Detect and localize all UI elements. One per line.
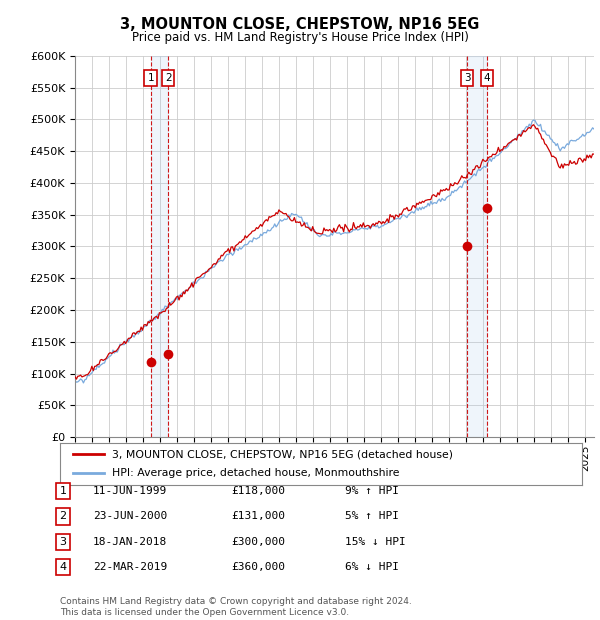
Text: 18-JAN-2018: 18-JAN-2018 (93, 537, 167, 547)
Text: 22-MAR-2019: 22-MAR-2019 (93, 562, 167, 572)
Text: HPI: Average price, detached house, Monmouthshire: HPI: Average price, detached house, Monm… (112, 469, 400, 479)
Text: 2: 2 (59, 512, 67, 521)
Text: 6% ↓ HPI: 6% ↓ HPI (345, 562, 399, 572)
Text: £131,000: £131,000 (231, 512, 285, 521)
Text: 5% ↑ HPI: 5% ↑ HPI (345, 512, 399, 521)
Text: 23-JUN-2000: 23-JUN-2000 (93, 512, 167, 521)
Text: 4: 4 (484, 73, 490, 83)
Text: 3: 3 (59, 537, 67, 547)
Text: 15% ↓ HPI: 15% ↓ HPI (345, 537, 406, 547)
Text: £118,000: £118,000 (231, 486, 285, 496)
Bar (467, 56, 487, 437)
Text: 2: 2 (165, 73, 172, 83)
Text: 3, MOUNTON CLOSE, CHEPSTOW, NP16 5EG (detached house): 3, MOUNTON CLOSE, CHEPSTOW, NP16 5EG (de… (112, 449, 453, 459)
Text: Price paid vs. HM Land Registry's House Price Index (HPI): Price paid vs. HM Land Registry's House … (131, 31, 469, 44)
Text: 3: 3 (464, 73, 470, 83)
Text: £300,000: £300,000 (231, 537, 285, 547)
Text: 4: 4 (59, 562, 67, 572)
Text: 1: 1 (148, 73, 154, 83)
Text: 11-JUN-1999: 11-JUN-1999 (93, 486, 167, 496)
Text: 9% ↑ HPI: 9% ↑ HPI (345, 486, 399, 496)
Bar (151, 56, 168, 437)
Text: 1: 1 (59, 486, 67, 496)
Text: 3, MOUNTON CLOSE, CHEPSTOW, NP16 5EG: 3, MOUNTON CLOSE, CHEPSTOW, NP16 5EG (121, 17, 479, 32)
Text: £360,000: £360,000 (231, 562, 285, 572)
Text: Contains HM Land Registry data © Crown copyright and database right 2024.
This d: Contains HM Land Registry data © Crown c… (60, 598, 412, 617)
